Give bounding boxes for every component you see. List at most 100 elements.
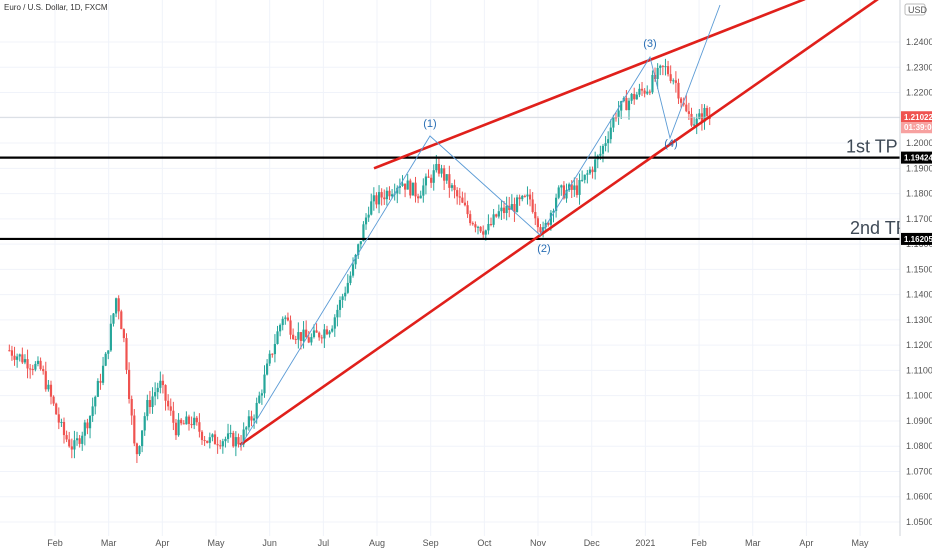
wave-label: (3) [643,38,656,50]
candle-body [443,168,446,181]
candle-body [370,201,373,215]
candle-body [104,353,107,366]
last-price-tag-label: 1.21022 [904,113,932,122]
candle-body [685,104,688,112]
candle-body [555,197,558,211]
tp-label: 1st TP [846,137,898,157]
y-tick-label: 1.19000 [906,163,932,173]
candle-body [221,441,224,447]
candle-body [96,380,99,397]
candle-body [609,127,612,140]
candle-body [435,163,438,171]
candle-body [125,338,128,370]
x-tick-label: Mar [745,538,761,548]
candle-body [294,338,297,340]
candle-body [578,180,581,195]
candle-body [469,214,472,224]
x-tick-label: Oct [477,538,492,548]
upper-trendline[interactable] [373,0,806,170]
candle-body [127,369,131,399]
candle-body [331,328,334,332]
candle-body [700,113,704,122]
candle-body [260,393,263,396]
candle-body [620,101,623,111]
candle-body [698,113,701,119]
candle-body [211,434,214,438]
candle-body [674,80,677,83]
currency-box[interactable] [904,3,926,16]
candle-body [357,244,360,255]
y-tick-label: 1.09000 [906,416,932,426]
elliott-wave-path[interactable] [239,4,721,448]
candle-body [213,434,217,445]
wave-label: (2) [537,243,550,255]
candle-body [547,222,550,225]
y-tick-label: 1.12000 [906,340,932,350]
candle-body [141,430,144,447]
candle-body [60,421,63,423]
candle-body [161,380,165,386]
candle-body [148,400,152,408]
candle-body [401,183,404,186]
candle-body [182,423,185,425]
candle-body [669,74,672,82]
candle-body [359,241,362,245]
candle-body [607,139,610,144]
candle-body [458,196,461,198]
candle-body [518,197,521,200]
candle-body [62,421,66,436]
y-tick-label: 1.15000 [906,264,932,274]
candle-body [263,374,266,394]
candle-body [117,298,120,312]
candle-body [492,214,495,225]
grid [0,0,900,536]
y-tick-label: 1.05000 [906,517,932,527]
candle-body [198,422,201,432]
candle-body [185,416,188,425]
candle-body [495,214,498,217]
candle-body [94,396,97,407]
candle-body [627,100,631,111]
candle-body [417,196,420,199]
candle-body [586,173,589,175]
candle-body [247,416,250,428]
candles [8,58,711,464]
candle-body [333,317,336,329]
candle-body [528,194,532,200]
lower-trendline[interactable] [239,0,879,447]
candle-body [583,174,586,180]
candle-body [448,174,451,188]
candle-body [510,204,513,210]
candle-body [679,98,683,103]
candle-body [414,182,417,197]
wave-label: (4) [664,138,677,150]
candle-body [666,66,670,75]
candle-body [65,435,68,440]
candle-body [57,414,60,423]
x-tick-label: Nov [530,538,547,548]
candle-body [643,90,646,94]
candle-body [325,329,329,335]
candle-body [34,363,37,370]
candle-body [693,124,696,126]
y-tick-label: 1.08000 [906,441,932,451]
y-tick-label: 1.14000 [906,290,932,300]
candle-body [55,403,58,415]
candle-body [143,416,146,431]
candle-body [346,282,349,293]
time-axis[interactable]: Feb Mar Apr May Jun Jul Aug Sep Oct Nov Dec 2021 Feb… [47,538,869,548]
candle-body [187,416,191,424]
candle-body [255,402,258,419]
price-axis-bg [900,0,932,550]
candle-body [456,190,459,197]
candle-body [505,205,508,214]
candle-body [471,223,474,225]
candle-body [536,218,539,228]
candle-body [73,440,76,450]
tp-price-tag-label: 1.16205 [904,235,932,244]
candle-body [154,392,157,397]
candle-body [193,417,196,426]
candle-body [307,337,310,343]
candle-body [31,369,34,371]
